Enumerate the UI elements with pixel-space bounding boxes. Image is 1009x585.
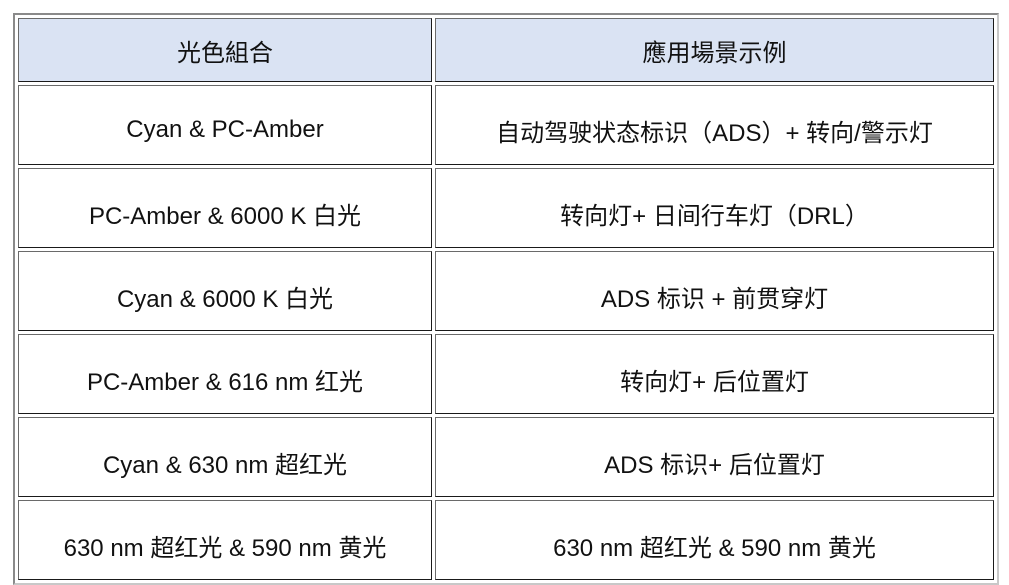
table-row: Cyan & 630 nm 超红光 ADS 标识+ 后位置灯 — [18, 417, 994, 497]
table-row: PC-Amber & 616 nm 红光 转向灯+ 后位置灯 — [18, 334, 994, 414]
table-row: 630 nm 超红光 & 590 nm 黄光 630 nm 超红光 & 590 n… — [18, 500, 994, 580]
cell-light-combination: PC-Amber & 6000 K 白光 — [18, 168, 432, 248]
header-row: 光色組合 應用場景示例 — [18, 18, 994, 82]
cell-light-combination: Cyan & 630 nm 超红光 — [18, 417, 432, 497]
cell-application-example: 630 nm 超红光 & 590 nm 黄光 — [435, 500, 994, 580]
cell-application-example: 转向灯+ 后位置灯 — [435, 334, 994, 414]
header-application-example: 應用場景示例 — [435, 18, 994, 82]
light-combination-table: 光色組合 應用場景示例 Cyan & PC-Amber 自动驾驶状态标识（ADS）… — [13, 13, 999, 585]
cell-light-combination: Cyan & 6000 K 白光 — [18, 251, 432, 331]
cell-application-example: ADS 标识 + 前贯穿灯 — [435, 251, 994, 331]
cell-application-example: 转向灯+ 日间行车灯（DRL） — [435, 168, 994, 248]
cell-light-combination: Cyan & PC-Amber — [18, 85, 432, 165]
table-row: Cyan & 6000 K 白光 ADS 标识 + 前贯穿灯 — [18, 251, 994, 331]
cell-application-example: ADS 标识+ 后位置灯 — [435, 417, 994, 497]
header-light-combination: 光色組合 — [18, 18, 432, 82]
cell-light-combination: PC-Amber & 616 nm 红光 — [18, 334, 432, 414]
cell-light-combination: 630 nm 超红光 & 590 nm 黄光 — [18, 500, 432, 580]
table-row: Cyan & PC-Amber 自动驾驶状态标识（ADS）+ 转向/警示灯 — [18, 85, 994, 165]
table-row: PC-Amber & 6000 K 白光 转向灯+ 日间行车灯（DRL） — [18, 168, 994, 248]
cell-application-example: 自动驾驶状态标识（ADS）+ 转向/警示灯 — [435, 85, 994, 165]
